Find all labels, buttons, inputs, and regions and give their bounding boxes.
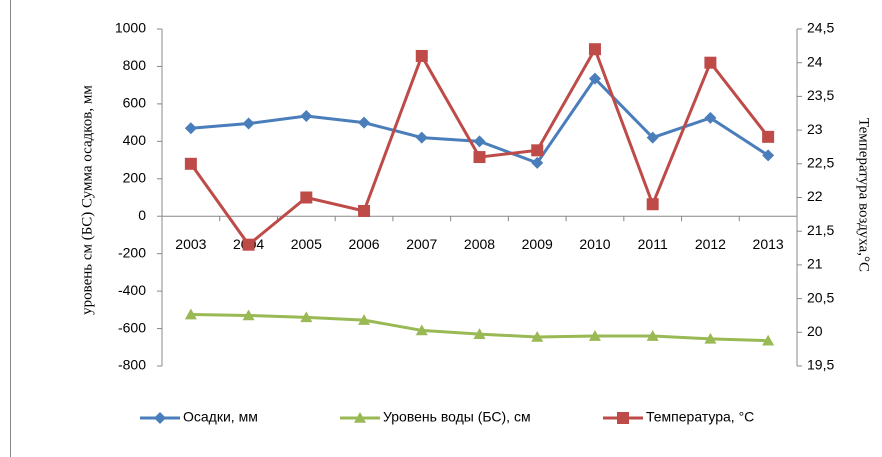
x-tick-label: 2005 [291, 236, 322, 252]
y-tick-label: 0 [138, 207, 146, 223]
y2-tick-label: 22 [807, 188, 823, 204]
y-tick-label: -400 [118, 282, 146, 298]
y2-tick-label: 20,5 [807, 289, 834, 305]
y2-tick-label: 24 [807, 53, 823, 69]
x-tick-label: 2012 [695, 236, 726, 252]
y-tick-label: -200 [118, 244, 146, 260]
legend-marker [154, 412, 166, 424]
marker [358, 116, 371, 129]
y2-tick-label: 23,5 [807, 87, 834, 103]
marker [762, 334, 775, 346]
marker [184, 122, 197, 135]
y-tick-label: 600 [123, 95, 147, 111]
y2-axis-title: Температура воздуха,°С [856, 118, 872, 272]
marker [300, 311, 313, 323]
y2-tick-label: 19,5 [807, 357, 834, 373]
marker [242, 238, 255, 251]
marker [358, 314, 371, 325]
y-tick-label: 1000 [115, 20, 146, 36]
y2-tick-label: 23 [807, 121, 823, 137]
x-tick-label: 2009 [522, 236, 553, 252]
marker [646, 330, 659, 341]
marker [704, 111, 717, 124]
marker [415, 324, 428, 336]
y2-tick-label: 21,5 [807, 222, 834, 238]
legend-label: Температура, °С [646, 409, 754, 425]
y-tick-label: -800 [118, 357, 146, 373]
marker [588, 43, 601, 56]
marker [588, 330, 601, 341]
marker [762, 149, 775, 162]
marker [531, 330, 544, 342]
marker [300, 110, 313, 123]
marker [415, 131, 428, 144]
marker [531, 144, 544, 157]
marker [646, 198, 659, 211]
series-line [190, 76, 769, 165]
y2-tick-label: 20 [807, 323, 823, 339]
marker [473, 328, 486, 339]
marker [184, 157, 197, 170]
x-tick-label: 2003 [175, 236, 206, 252]
marker [242, 117, 255, 130]
legend-marker [354, 412, 366, 423]
marker [242, 309, 255, 321]
x-tick-label: 2011 [638, 236, 668, 252]
x-tick-label: 2008 [464, 236, 495, 252]
marker [184, 308, 197, 320]
x-tick-label: 2007 [406, 236, 437, 252]
x-tick-label: 2013 [753, 236, 784, 252]
y-axis-title: уровень см (БС) Сумма осадков, мм [79, 85, 95, 315]
y-tick-label: 200 [123, 169, 147, 185]
legend-label: Осадки, мм [183, 409, 258, 425]
x-tick-label: 2010 [579, 236, 610, 252]
marker [704, 332, 717, 344]
marker [300, 191, 313, 204]
y-tick-label: -600 [118, 319, 146, 335]
marker [762, 130, 775, 143]
legend-label: Уровень воды (БС), см [383, 409, 531, 425]
y2-tick-label: 24,5 [807, 20, 834, 36]
marker [588, 72, 601, 85]
marker [646, 131, 659, 144]
legend-marker [617, 412, 629, 424]
y2-tick-label: 21 [807, 256, 823, 272]
marker [704, 56, 717, 69]
marker [531, 156, 544, 169]
marker [358, 204, 371, 217]
y-tick-label: 800 [123, 57, 147, 73]
y-tick-label: 400 [123, 132, 147, 148]
marker [473, 135, 486, 148]
marker [473, 151, 486, 164]
x-tick-label: 2006 [348, 236, 379, 252]
marker [415, 49, 428, 62]
chart-border [10, 0, 11, 457]
y2-tick-label: 22,5 [807, 155, 834, 171]
